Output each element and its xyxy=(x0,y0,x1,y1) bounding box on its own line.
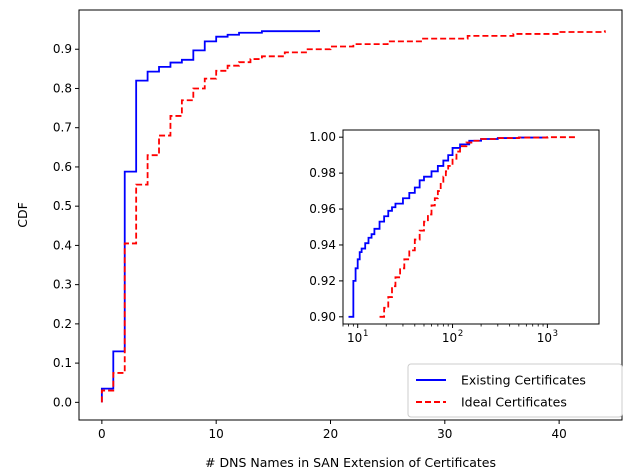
main-y-tick-label: 0.9 xyxy=(53,42,72,56)
inset-y-tick-label: 0.90 xyxy=(309,310,336,324)
inset-x-tick-exponent: 2 xyxy=(458,329,463,339)
main-plot-frame xyxy=(78,9,623,421)
inset-plot-background xyxy=(343,130,599,324)
inset-series-line-ideal xyxy=(379,136,576,318)
main-y-tick-label: 0.2 xyxy=(53,317,72,331)
main-x-tick-label: 20 xyxy=(323,427,338,441)
legend: Existing Certificates Ideal Certificates xyxy=(407,363,623,418)
inset-plot-axes: 10 1 10 2 10 30.900.920.940.960.981.00 xyxy=(309,130,558,345)
x-axis-label: # DNS Names in SAN Extension of Certific… xyxy=(205,455,496,470)
main-y-tick-label: 0.5 xyxy=(53,199,72,213)
inset-x-tick-label: 10 xyxy=(537,331,552,345)
main-plot-axes: 0 10 20 30 40 0.0 0.1 0.2 0.3 0.4 0.5 0.6 0.7 0.8 0.9 xyxy=(53,42,567,441)
inset-plot-frame xyxy=(342,129,600,325)
inset-y-tick-label: 0.92 xyxy=(309,274,336,288)
legend-label-ideal: Ideal Certificates xyxy=(461,395,567,410)
inset-x-tick-label: 10 xyxy=(347,331,362,345)
main-y-tick-label: 0.8 xyxy=(53,81,72,95)
inset-plot-series xyxy=(348,136,576,318)
main-y-tick-label: 0.6 xyxy=(53,160,72,174)
main-x-tick-label: 0 xyxy=(98,427,106,441)
inset-y-tick-label: 0.98 xyxy=(309,166,336,180)
main-x-tick-label: 30 xyxy=(437,427,452,441)
inset-y-tick-label: 1.00 xyxy=(309,130,336,144)
main-y-tick-label: 0.4 xyxy=(53,238,72,252)
main-x-tick-label: 40 xyxy=(551,427,566,441)
inset-y-tick-label: 0.96 xyxy=(309,202,336,216)
main-x-tick-label: 10 xyxy=(209,427,224,441)
inset-y-tick-label: 0.94 xyxy=(309,238,336,252)
main-y-tick-label: 0.7 xyxy=(53,121,72,135)
main-series-line-existing xyxy=(100,30,320,403)
main-y-tick-label: 0.1 xyxy=(53,356,72,370)
main-y-tick-label: 0.0 xyxy=(53,395,72,409)
y-axis-label: CDF xyxy=(15,202,30,228)
inset-x-tick-exponent: 1 xyxy=(363,329,368,339)
inset-x-tick-exponent: 3 xyxy=(553,329,558,339)
main-y-tick-label: 0.3 xyxy=(53,278,72,292)
main-plot-series xyxy=(100,30,606,403)
legend-label-existing: Existing Certificates xyxy=(461,373,586,388)
legend-box xyxy=(407,363,623,418)
inset-x-tick-label: 10 xyxy=(442,331,457,345)
inset-series-line-existing xyxy=(348,136,549,318)
